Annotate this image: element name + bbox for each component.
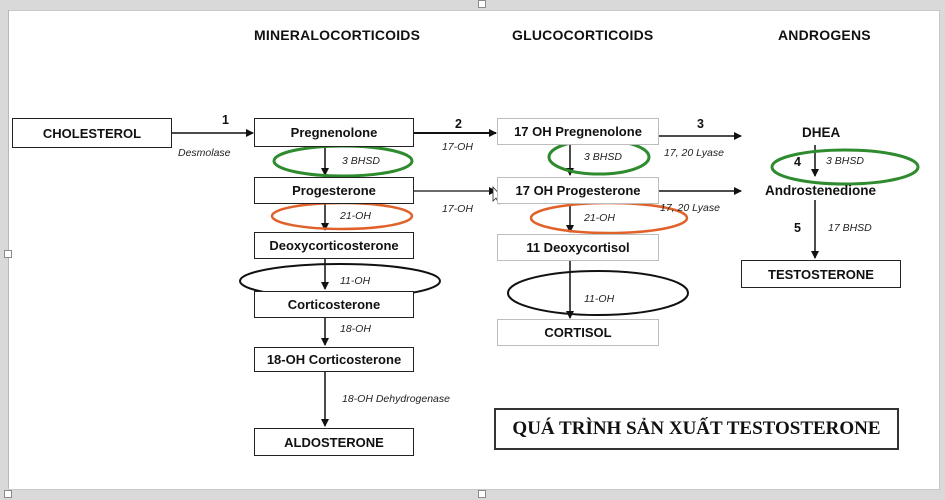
enzyme-17bhsd: 17 BHSD [828,222,872,234]
enzyme-lyase-bottom: 17, 20 Lyase [660,202,720,214]
slide-title: QUÁ TRÌNH SẢN XUẤT TESTOSTERONE [494,408,899,450]
selection-line-left [8,10,9,488]
box-17oh-pregnenolone: 17 OH Pregnenolone [497,118,659,145]
box-progesterone: Progesterone [254,177,414,204]
enzyme-18oh: 18-OH [340,323,371,335]
enzyme-11oh-left: 11-OH [340,275,371,287]
enzyme-21oh-left: 21-OH [340,210,371,222]
box-testosterone: TESTOSTERONE [741,260,901,288]
selection-handle-top[interactable] [478,0,486,8]
enzyme-17oh-top: 17-OH [442,141,473,153]
enzyme-desmolase: Desmolase [178,147,231,159]
box-11-deoxycortisol: 11 Deoxycortisol [497,234,659,261]
label-dhea: DHEA [802,125,841,140]
enzyme-lyase-top: 17, 20 Lyase [664,147,724,159]
box-pregnenolone: Pregnenolone [254,118,414,147]
enzyme-21oh-mid: 21-OH [584,212,615,224]
header-mineralocorticoids: MINERALOCORTICOIDS [254,27,421,43]
box-corticosterone: Corticosterone [254,291,414,318]
box-aldosterone: ALDOSTERONE [254,428,414,456]
ring-3bhsd-right [770,148,920,186]
step-number-2: 2 [455,117,462,131]
box-cholesterol: CHOLESTEROL [12,118,172,148]
box-cortisol: CORTISOL [497,319,659,346]
step-number-3: 3 [697,117,704,131]
step-number-5: 5 [794,221,801,235]
enzyme-3bhsd-mid: 3 BHSD [584,151,622,163]
enzyme-18oh-dehydrogenase: 18-OH Dehydrogenase [342,393,450,405]
box-18oh-corticosterone: 18-OH Corticosterone [254,347,414,372]
box-deoxycorticosterone: Deoxycorticosterone [254,232,414,259]
box-17oh-progesterone: 17 OH Progesterone [497,177,659,204]
enzyme-3bhsd-left: 3 BHSD [342,155,380,167]
enzyme-3bhsd-right: 3 BHSD [826,155,864,167]
header-androgens: ANDROGENS [778,27,871,43]
label-androstenedione: Androstenedione [765,183,877,198]
selection-handle-bottom-left[interactable] [4,490,12,498]
step-number-4: 4 [794,155,801,169]
enzyme-17oh-bottom: 17-OH [442,203,473,215]
header-glucocorticoids: GLUCOCORTICOIDS [512,27,654,43]
selection-handle-left[interactable] [4,250,12,258]
step-number-1: 1 [222,113,229,127]
ring-11oh-mid [507,270,689,316]
selection-handle-bottom[interactable] [478,490,486,498]
enzyme-11oh-mid: 11-OH [584,293,615,305]
